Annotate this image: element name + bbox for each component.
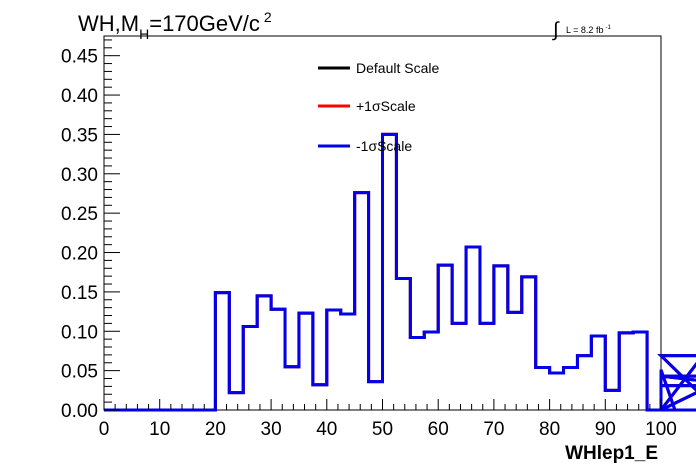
y-tick-label: 0.00 bbox=[61, 401, 98, 422]
x-tick-label: 90 bbox=[595, 419, 616, 440]
x-tick-label: 60 bbox=[428, 419, 449, 440]
x-axis-label: WHlep1_E bbox=[565, 443, 658, 464]
y-tick-label: 0.30 bbox=[61, 165, 98, 186]
y-tick-label: 0.45 bbox=[61, 47, 98, 68]
x-tick-label: 10 bbox=[149, 419, 170, 440]
y-tick-label: 0.20 bbox=[61, 244, 98, 265]
series-line-3 bbox=[104, 132, 696, 412]
x-tick-label: 70 bbox=[483, 419, 504, 440]
title-subscript: H bbox=[139, 26, 149, 42]
axis-layer: 0 10 20 30 40 50 60 70 80 90 100 0.00 0.05 0.10 0.15 0.… bbox=[61, 39, 677, 440]
y-tick-label: 0.05 bbox=[61, 362, 98, 383]
title-prefix: WH,M bbox=[78, 11, 139, 36]
y-tick-label: 0.25 bbox=[61, 204, 98, 225]
chart-title: WH,MH=170GeV/c 2 bbox=[78, 9, 272, 42]
y-tick-label: 0.35 bbox=[61, 125, 98, 146]
y-tick-label: 0.40 bbox=[61, 86, 98, 107]
y-tick-label: 0.15 bbox=[61, 283, 98, 304]
luminosity-label: L = 8.2 fb -1 bbox=[566, 25, 611, 35]
x-tick-label: 0 bbox=[99, 419, 110, 440]
luminosity-superscript: -1 bbox=[605, 25, 611, 31]
legend: Default Scale +1σScale -1σScale bbox=[318, 60, 439, 154]
series-layer bbox=[104, 132, 696, 412]
series-line-2 bbox=[104, 132, 696, 412]
x-tick-label: 40 bbox=[316, 419, 337, 440]
legend-label-2: +1σScale bbox=[356, 98, 416, 114]
series-line-1 bbox=[104, 132, 696, 412]
x-tick-label: 50 bbox=[372, 419, 393, 440]
legend-label-3: -1σScale bbox=[356, 138, 412, 154]
title-value: =170GeV/c bbox=[149, 11, 260, 36]
x-tick-label: 30 bbox=[261, 419, 282, 440]
luminosity-value: L = 8.2 fb bbox=[566, 25, 603, 35]
x-tick-label: 80 bbox=[539, 419, 560, 440]
title-superscript: 2 bbox=[264, 9, 272, 25]
integral-symbol: ∫ bbox=[552, 19, 560, 41]
legend-label-1: Default Scale bbox=[356, 60, 439, 76]
x-tick-label: 100 bbox=[645, 419, 677, 440]
y-tick-label: 0.10 bbox=[61, 322, 98, 343]
x-tick-label: 20 bbox=[205, 419, 226, 440]
